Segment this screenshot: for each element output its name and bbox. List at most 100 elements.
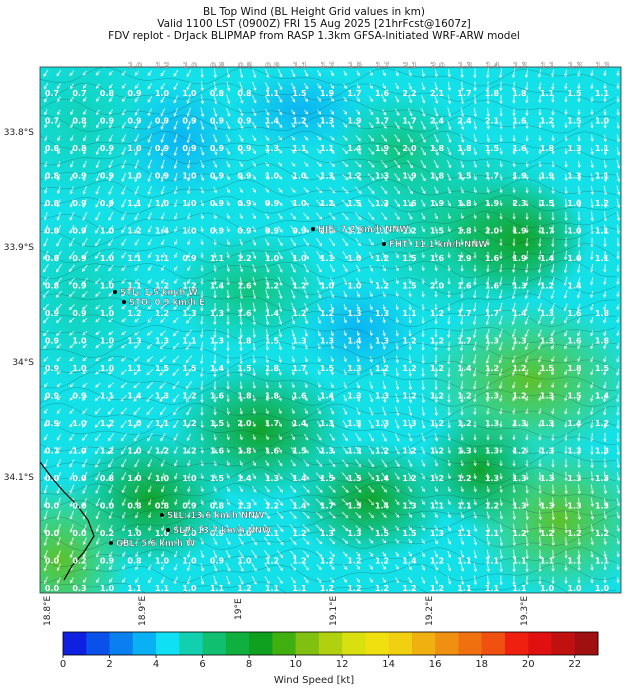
- wind-arrow-head: [485, 295, 490, 299]
- wind-arrow-head: [121, 502, 125, 507]
- wind-arrow: [447, 563, 451, 571]
- wind-arrow: [200, 341, 204, 351]
- wind-arrow: [121, 147, 127, 155]
- wind-arrow: [433, 133, 439, 143]
- wind-arrow: [173, 82, 179, 90]
- wind-arrow: [95, 304, 101, 310]
- wind-arrow: [341, 485, 349, 493]
- wind-arrow-head: [95, 451, 99, 455]
- bl-height-value: 1.2: [595, 529, 609, 538]
- wind-arrow-head: [292, 242, 296, 247]
- wind-arrow-head: [148, 502, 152, 506]
- wind-arrow-head: [603, 204, 608, 209]
- wind-arrow-head: [306, 216, 310, 220]
- wind-arrow-head: [186, 139, 191, 144]
- wind-arrow: [447, 460, 451, 466]
- wind-arrow: [239, 408, 243, 414]
- wind-arrow-head: [305, 163, 309, 167]
- wind-arrow: [290, 263, 296, 273]
- wind-arrow: [499, 355, 503, 363]
- wind-arrow-head: [121, 280, 125, 284]
- wind-arrow-head: [473, 139, 478, 143]
- bl-height-value: 1.1: [595, 227, 610, 236]
- wind-arrow-head: [473, 568, 478, 573]
- wind-arrow: [213, 147, 217, 155]
- wind-arrow-head: [577, 567, 581, 571]
- wind-arrow-head: [344, 137, 348, 141]
- wind-arrow-head: [306, 515, 310, 519]
- bl-height-value: 1.5: [237, 364, 252, 373]
- wind-arrow-head: [265, 449, 269, 454]
- bl-height-value: 1.9: [375, 144, 390, 153]
- wind-arrow-head: [318, 124, 322, 128]
- wind-arrow-head: [226, 228, 230, 233]
- wind-arrow-head: [499, 502, 503, 507]
- bl-height-value: 1.9: [512, 254, 527, 263]
- wind-arrow-head: [174, 514, 178, 519]
- wind-arrow: [160, 446, 166, 454]
- wind-arrow-head: [344, 566, 348, 570]
- wind-arrow: [342, 251, 348, 259]
- wind-arrow: [96, 524, 100, 532]
- bl-height-value: 2.0: [430, 282, 445, 291]
- lon-label-19-1: 19.1°E: [329, 595, 339, 626]
- bl-height-value: 1.4: [155, 227, 170, 236]
- wind-arrow: [525, 342, 529, 350]
- wind-arrow: [174, 226, 178, 232]
- wind-arrow-head: [356, 72, 360, 77]
- wind-arrow-head: [279, 463, 283, 467]
- wind-arrow: [56, 356, 62, 362]
- bl-height-value: 1.9: [512, 172, 527, 181]
- wind-arrow: [148, 512, 152, 518]
- wind-arrow-head: [485, 360, 490, 364]
- wind-arrow-head: [253, 515, 257, 519]
- wind-arrow-head: [408, 307, 412, 311]
- wind-arrow: [56, 70, 62, 76]
- wind-arrow: [174, 212, 178, 220]
- wind-arrow-head: [551, 112, 555, 116]
- wind-arrow: [120, 407, 128, 415]
- bl-height-value: 1.3: [540, 474, 554, 483]
- wind-arrow: [565, 199, 567, 207]
- wind-arrow-head: [186, 87, 190, 91]
- wind-arrow: [328, 524, 336, 532]
- wind-arrow: [44, 510, 48, 520]
- wind-arrow-head: [134, 99, 138, 103]
- wind-arrow: [409, 317, 411, 323]
- wind-arrow-head: [69, 371, 73, 375]
- wind-arrow-head: [551, 125, 555, 129]
- wind-arrow: [201, 433, 203, 441]
- wind-arrow: [354, 485, 362, 493]
- wind-arrow: [603, 185, 607, 195]
- wind-arrow-head: [564, 346, 568, 350]
- wind-arrow-head: [56, 529, 60, 533]
- wind-arrow: [44, 174, 48, 180]
- wind-arrow: [44, 421, 48, 427]
- wind-arrow: [291, 316, 295, 324]
- wind-arrow: [500, 121, 502, 129]
- wind-arrow: [276, 550, 284, 558]
- wind-arrow: [564, 276, 568, 286]
- wind-arrow: [513, 408, 515, 414]
- wind-arrow: [551, 316, 555, 324]
- bl-height-value: 0.9: [45, 419, 60, 428]
- wind-arrow-head: [200, 399, 204, 403]
- bl-height-value: 1.9: [512, 227, 527, 236]
- wind-arrow: [277, 174, 283, 180]
- wind-arrow-head: [279, 124, 283, 129]
- wind-arrow: [82, 291, 88, 297]
- wind-arrow: [317, 83, 321, 89]
- wind-arrow-head: [384, 190, 388, 195]
- wind-arrow: [394, 432, 400, 442]
- wind-arrow-head: [590, 218, 594, 222]
- wind-arrow: [134, 134, 140, 142]
- wind-arrow: [473, 315, 477, 325]
- wind-arrow-head: [278, 321, 283, 325]
- wind-arrow-head: [434, 476, 438, 480]
- wind-arrow: [70, 160, 74, 168]
- wind-arrow-head: [551, 371, 555, 376]
- wind-arrow-head: [213, 501, 217, 506]
- wind-arrow: [577, 330, 581, 336]
- wind-arrow-head: [160, 152, 164, 157]
- wind-arrow: [238, 575, 244, 585]
